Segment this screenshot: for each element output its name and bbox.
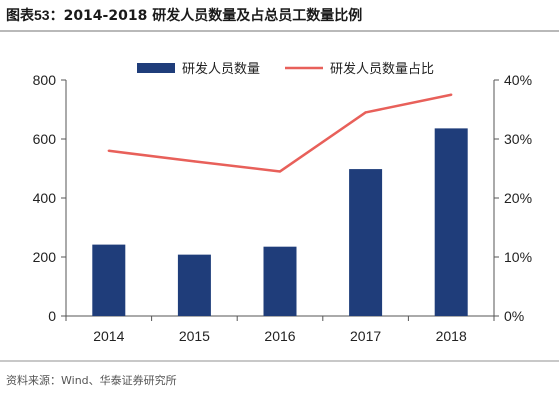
ratio-line [108, 93, 452, 173]
bar [177, 254, 211, 316]
right-tick-label: 0% [504, 308, 524, 324]
bar [92, 244, 126, 316]
legend-line-label: 研发人员数量占比 [330, 61, 434, 76]
bar [349, 169, 383, 316]
line-point [450, 93, 453, 96]
x-tick-label: 2018 [436, 328, 467, 344]
x-tick-label: 2015 [179, 328, 210, 344]
right-tick-label: 30% [504, 131, 532, 147]
left-tick-label: 800 [33, 72, 57, 88]
x-tick-label: 2014 [93, 328, 124, 344]
line-point [278, 170, 282, 173]
right-tick-label: 10% [504, 249, 532, 265]
bar [263, 246, 297, 316]
bar [434, 128, 468, 316]
right-tick-label: 20% [504, 190, 532, 206]
left-tick-label: 200 [33, 249, 57, 265]
left-tick-label: 400 [33, 190, 57, 206]
right-tick-label: 40% [504, 72, 532, 88]
figure-number: 图表53： [6, 7, 64, 23]
source-note: 资料来源：Wind、华泰证券研究所 [6, 374, 177, 387]
line-point [193, 160, 196, 163]
line-point [107, 149, 111, 152]
line-point [364, 111, 367, 114]
title-divider [0, 30, 559, 32]
left-tick-label: 0 [48, 308, 56, 324]
x-tick-label: 2016 [264, 328, 295, 344]
figure-title-text: 2014-2018 研发人员数量及占总员工数量比例 [63, 8, 363, 24]
x-tick-label: 2017 [350, 328, 381, 344]
source-divider [0, 360, 559, 362]
left-tick-label: 600 [33, 131, 57, 147]
legend-bar-swatch [137, 63, 175, 73]
figure-title: 图表53：2014-2018 研发人员数量及占总员工数量比例 [6, 3, 362, 27]
legend-bar-label: 研发人员数量 [182, 61, 260, 76]
